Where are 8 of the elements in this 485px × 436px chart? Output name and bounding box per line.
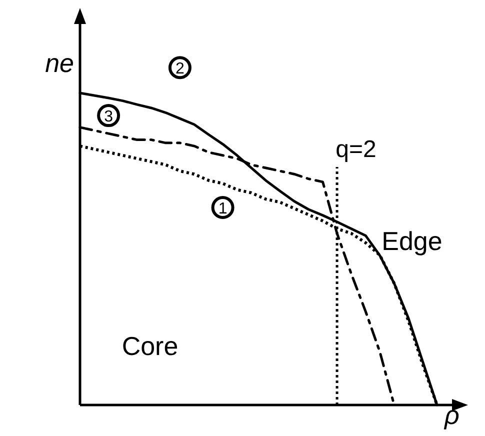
annotation: Edge: [382, 226, 442, 256]
annotation: Core: [122, 331, 178, 361]
series-label: 3: [104, 108, 114, 126]
text: 2: [176, 60, 185, 78]
x-axis-title: ρ: [444, 400, 460, 430]
series-label: 1: [218, 200, 228, 218]
y-axis-title: ne: [45, 48, 74, 78]
annotation: q=2: [336, 136, 376, 163]
